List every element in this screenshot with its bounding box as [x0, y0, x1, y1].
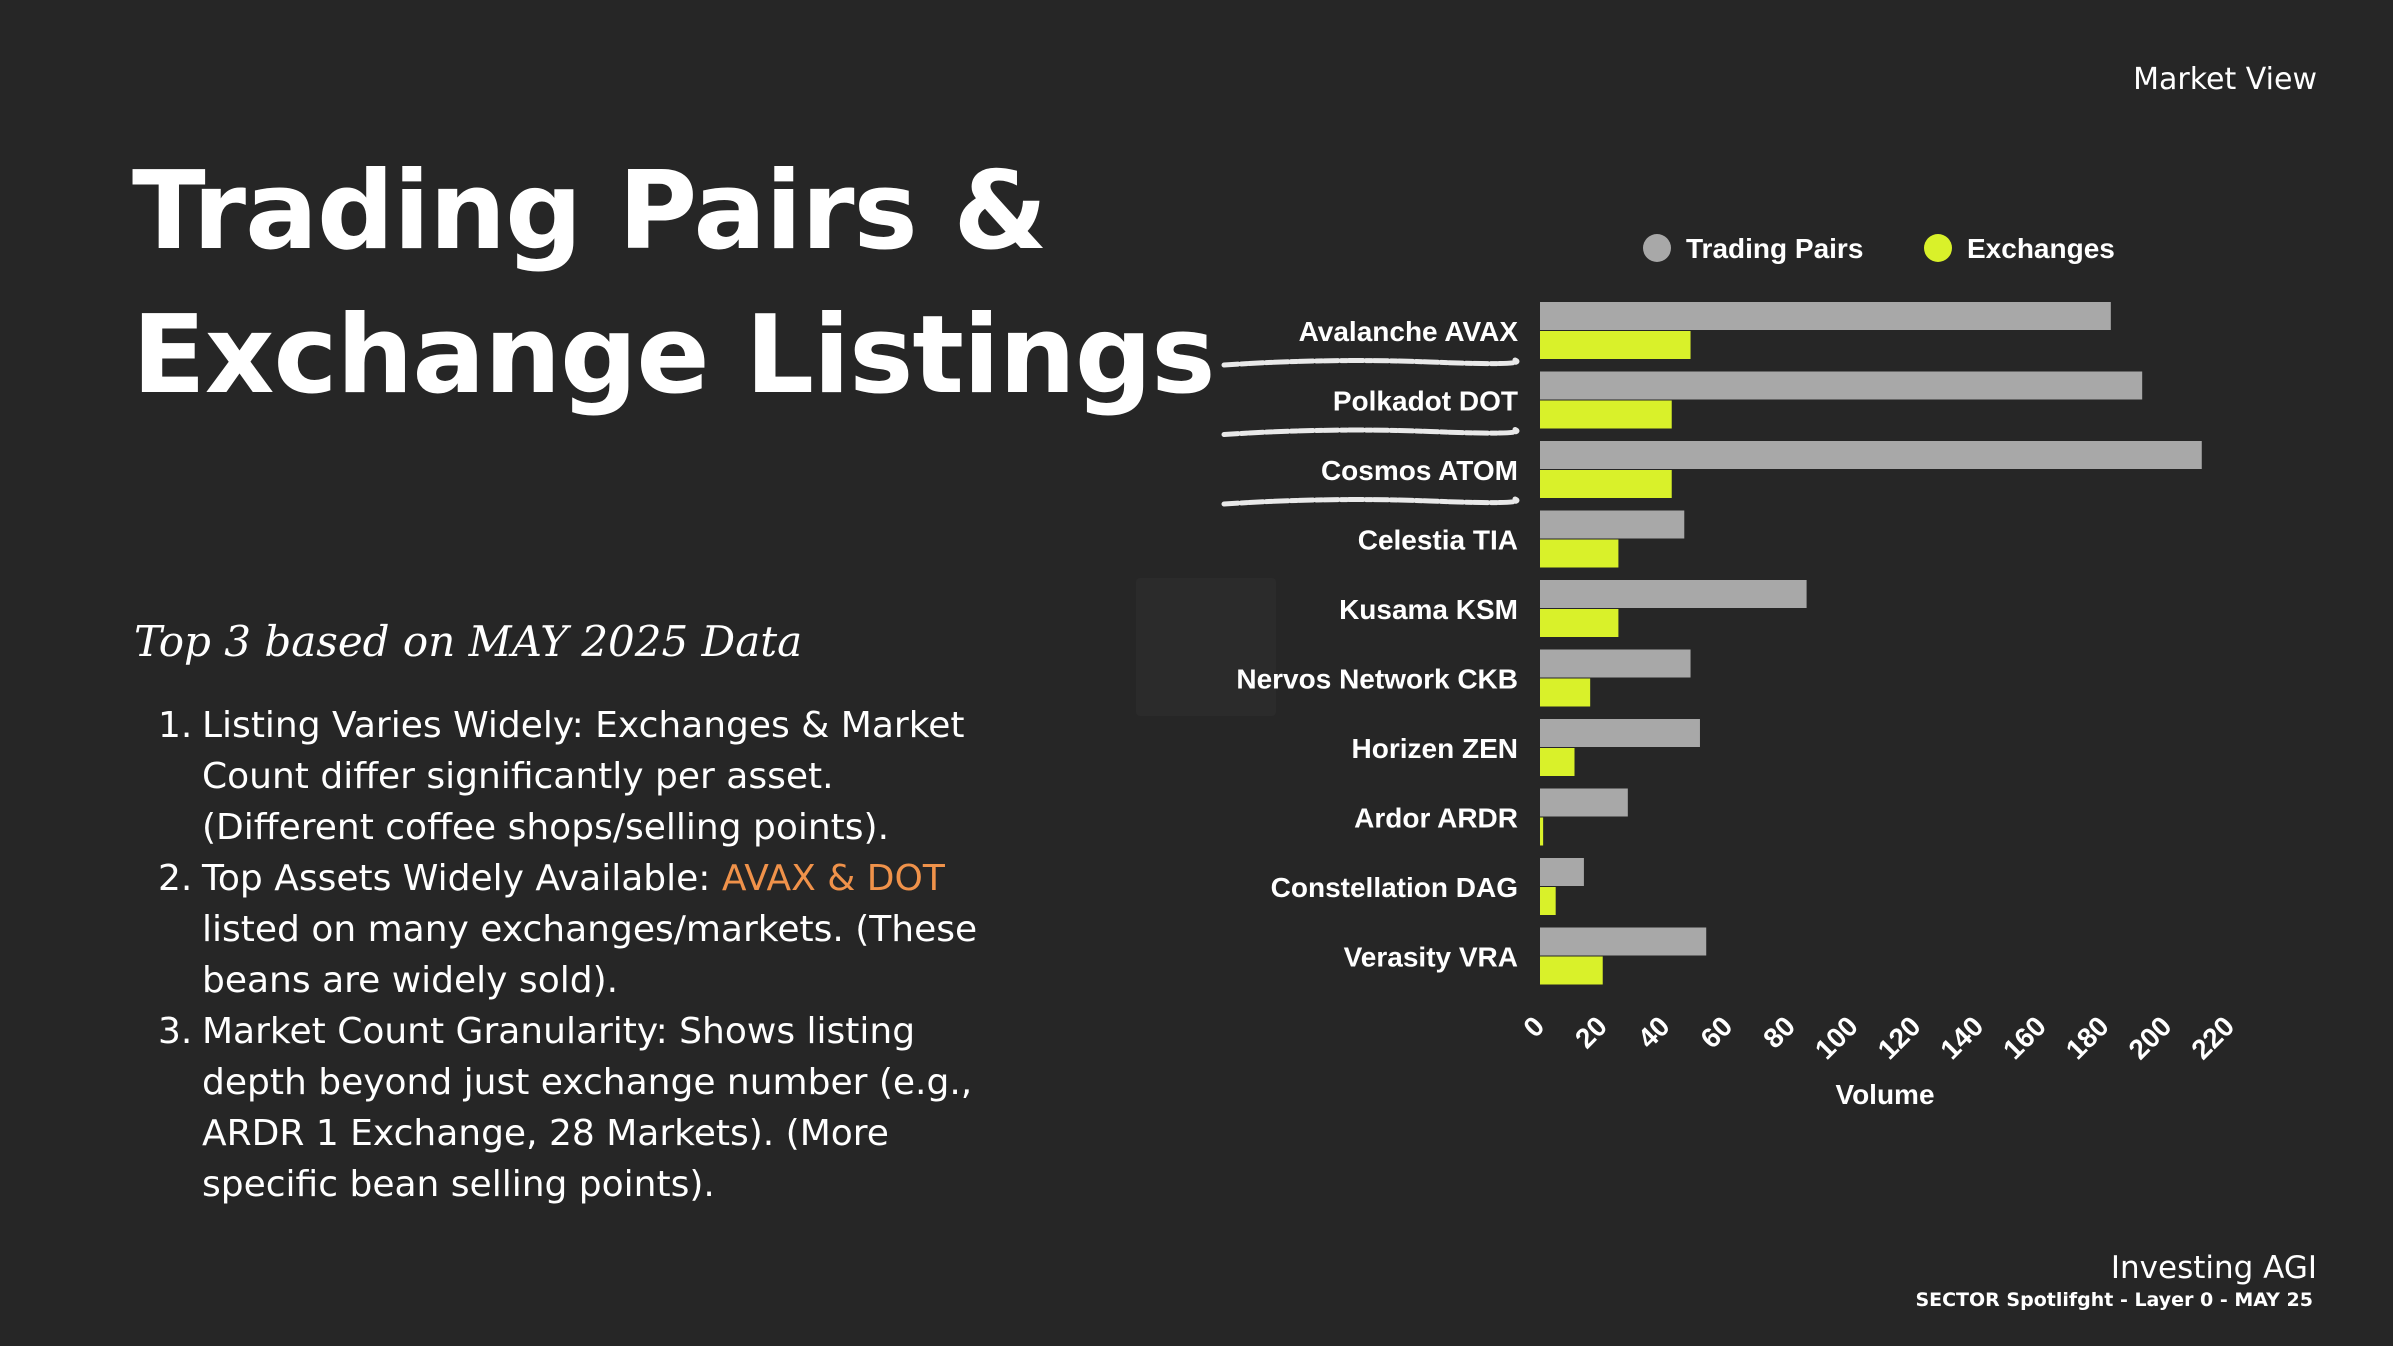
point-item: 3. Market Count Granularity: Shows listi…: [150, 1006, 1000, 1210]
bar-trading-pairs: [1540, 858, 1584, 886]
category-label: Kusama KSM: [1339, 594, 1518, 625]
x-tick-label: 220: [2185, 1010, 2240, 1065]
footer-subtitle: SECTOR Spotlifght - Layer 0 - MAY 25: [1915, 1289, 2313, 1311]
x-tick-label: 120: [1872, 1010, 1927, 1065]
category-label: Avalanche AVAX: [1299, 316, 1519, 347]
category-label: Nervos Network CKB: [1236, 664, 1518, 695]
bar-exchanges: [1540, 887, 1556, 915]
label-underline: [1221, 496, 1520, 507]
point-number: 2.: [158, 858, 193, 899]
legend-marker: [1924, 234, 1952, 262]
bar-trading-pairs: [1540, 302, 2111, 330]
x-tick-label: 0: [1517, 1010, 1550, 1043]
category-label: Verasity VRA: [1344, 942, 1518, 973]
footer-brand: Investing AGI: [2110, 1250, 2317, 1286]
bar-trading-pairs: [1540, 371, 2143, 400]
bar-trading-pairs: [1540, 788, 1628, 817]
bar-exchanges: [1540, 609, 1619, 637]
legend-label: Exchanges: [1967, 233, 2115, 264]
bar-exchanges: [1540, 331, 1691, 359]
market-view-label: Market View: [2133, 62, 2317, 97]
x-axis-label: Volume: [1835, 1079, 1934, 1110]
key-points-list: 1. Listing Varies Widely: Exchanges & Ma…: [150, 700, 1000, 1210]
point-number: 3.: [158, 1011, 193, 1052]
category-label: Celestia TIA: [1358, 525, 1518, 556]
bar-exchanges: [1540, 539, 1619, 568]
point-item: 1. Listing Varies Widely: Exchanges & Ma…: [150, 700, 1000, 853]
bar-exchanges: [1540, 817, 1544, 846]
title-line-1: Trading Pairs &: [132, 149, 1048, 274]
bar-exchanges: [1540, 748, 1575, 776]
category-label: Constellation DAG: [1271, 872, 1518, 903]
x-tick-label: 140: [1934, 1010, 1989, 1065]
title-line-2: Exchange Listings: [132, 293, 1216, 418]
point-item: 2. Top Assets Widely Available: AVAX & D…: [150, 853, 1000, 1006]
legend-label: Trading Pairs: [1686, 233, 1863, 264]
bar-trading-pairs: [1540, 649, 1691, 678]
bar-chart-svg: Trading Pairs Exchanges Avalanche AVAX Polk…: [1221, 233, 2240, 1110]
point-text-post: listed on many exchanges/markets. (These…: [202, 909, 978, 1001]
bar-exchanges: [1540, 400, 1672, 429]
point-highlight: AVAX & DOT: [721, 858, 945, 899]
x-tick-label: 40: [1632, 1010, 1676, 1054]
bar-trading-pairs: [1540, 927, 1707, 956]
subtitle: Top 3 based on MAY 2025 Data: [134, 617, 803, 666]
category-label: Horizen ZEN: [1352, 733, 1518, 764]
point-text: Listing Varies Widely: Exchanges & Marke…: [202, 705, 965, 848]
x-tick-label: 80: [1757, 1010, 1801, 1054]
bar-trading-pairs: [1540, 441, 2202, 469]
x-tick-label: 20: [1569, 1010, 1613, 1054]
x-tick-label: 180: [2060, 1010, 2115, 1065]
bar-trading-pairs: [1540, 510, 1685, 539]
category-label: Polkadot DOT: [1333, 386, 1518, 417]
label-underline: [1221, 357, 1520, 368]
bar-exchanges: [1540, 470, 1672, 498]
x-tick-label: 60: [1694, 1010, 1738, 1054]
point-number: 1.: [158, 705, 193, 746]
page-title: Trading Pairs & Exchange Listings: [132, 140, 1216, 428]
bar-exchanges: [1540, 678, 1591, 707]
bar-trading-pairs: [1540, 719, 1700, 747]
point-text-pre: Top Assets Widely Available:: [202, 858, 722, 899]
x-tick-label: 160: [1997, 1010, 2052, 1065]
x-tick-label: 200: [2123, 1010, 2178, 1065]
bar-exchanges: [1540, 956, 1603, 985]
category-label: Cosmos ATOM: [1321, 455, 1518, 486]
legend-marker: [1643, 234, 1671, 262]
bar-trading-pairs: [1540, 580, 1807, 608]
bar-chart: Trading Pairs Exchanges Avalanche AVAX Polk…: [1130, 210, 2310, 1130]
x-tick-label: 100: [1809, 1010, 1864, 1065]
point-text: Market Count Granularity: Shows listing …: [202, 1011, 973, 1205]
category-label: Ardor ARDR: [1354, 803, 1518, 834]
label-underline: [1221, 427, 1520, 437]
watermark-logo: [1136, 578, 1276, 716]
